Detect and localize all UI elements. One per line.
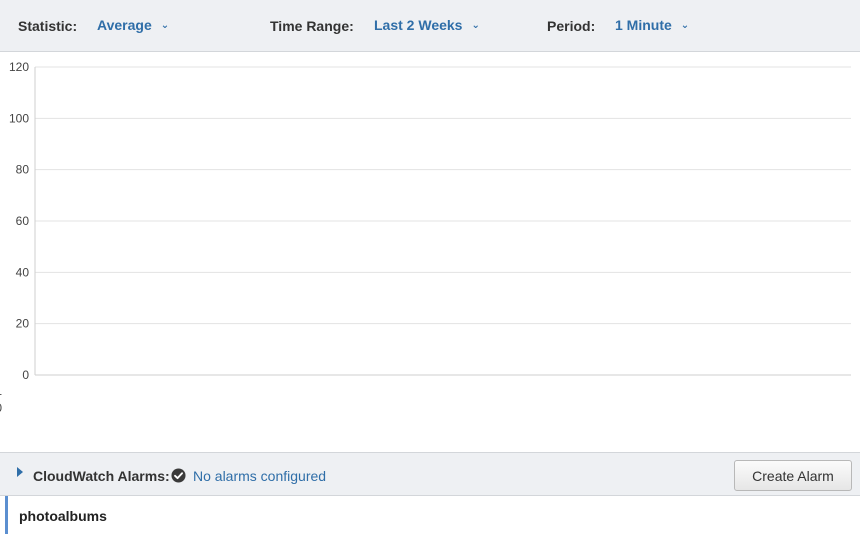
cloudwatch-alarms-bar: CloudWatch Alarms: No alarms configured …: [0, 452, 860, 496]
time-range-dropdown[interactable]: Last 2 Weeks ⌄: [374, 17, 480, 33]
period-label: Period:: [547, 18, 595, 34]
x-tick-label: 00:00: [0, 401, 2, 415]
alarms-title: CloudWatch Alarms:: [33, 468, 170, 484]
resource-row: photoalbums: [0, 496, 860, 538]
statistic-dropdown[interactable]: Average ⌄: [97, 17, 169, 33]
y-tick-label: 0: [22, 368, 29, 382]
y-tick-label: 60: [16, 214, 30, 228]
time-range-value: Last 2 Weeks: [374, 17, 462, 33]
y-tick-label: 80: [16, 163, 30, 177]
period-value: 1 Minute: [615, 17, 672, 33]
create-alarm-button[interactable]: Create Alarm: [734, 460, 852, 491]
period-dropdown[interactable]: 1 Minute ⌄: [615, 17, 689, 33]
y-tick-label: 100: [9, 111, 29, 125]
chevron-down-icon: ⌄: [161, 20, 169, 31]
resource-accent-bar: [5, 496, 8, 534]
triangle-right-icon[interactable]: [17, 467, 23, 477]
statistic-label: Statistic:: [18, 18, 77, 34]
x-tick-label: 12/21: [0, 384, 2, 398]
chevron-down-icon: ⌄: [681, 20, 689, 31]
y-tick-label: 20: [16, 317, 30, 331]
alarms-status: No alarms configured: [193, 468, 326, 484]
metric-chart: 02040608010012012/2100:0012/2300:0012/25…: [0, 52, 860, 430]
resource-name: photoalbums: [19, 508, 107, 524]
metric-chart-svg: 02040608010012012/2100:0012/2300:0012/25…: [0, 52, 860, 430]
y-tick-label: 40: [16, 265, 30, 279]
metric-toolbar: Statistic: Average ⌄ Time Range: Last 2 W…: [0, 0, 860, 52]
y-tick-label: 120: [9, 60, 29, 74]
time-range-label: Time Range:: [270, 18, 354, 34]
chevron-down-icon: ⌄: [471, 20, 479, 31]
statistic-value: Average: [97, 17, 152, 33]
check-circle-icon: [171, 468, 186, 483]
